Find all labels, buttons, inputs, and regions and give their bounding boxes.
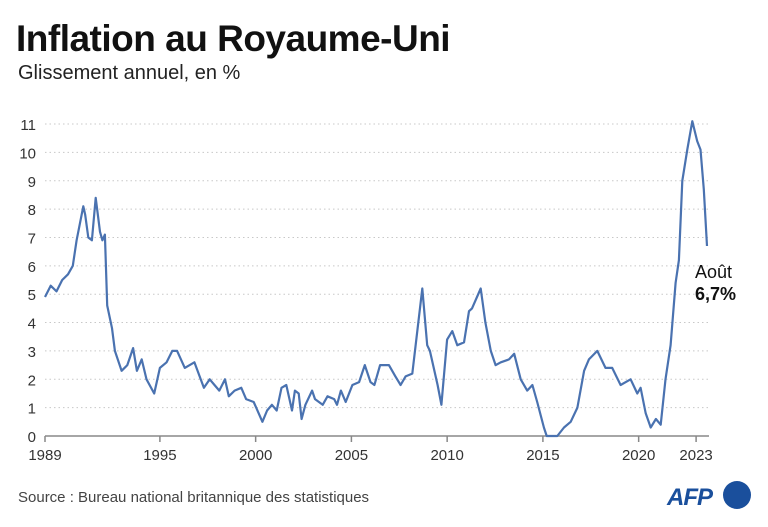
x-tick-label: 2010 [430,447,463,464]
annotation: Août 6,7% [695,262,736,304]
x-tick-label: 2000 [239,447,272,464]
y-tick-label: 6 [28,259,36,276]
afp-logo: AFP [666,481,751,511]
y-tick-label: 5 [28,287,36,304]
annotation-label: Août [695,262,732,282]
source-note: Source : Bureau national britannique des… [18,489,370,506]
y-tick-label: 7 [28,230,36,247]
y-tick-label: 3 [28,344,36,361]
series-line [44,120,709,438]
y-tick-label: 0 [28,429,36,446]
y-tick-label: 8 [28,202,36,219]
y-axis: 0 1 2 3 4 5 6 7 8 9 10 11 [19,117,36,446]
x-axis: 1989 1995 2000 2005 2010 2015 2020 2023 [28,435,713,464]
y-tick-label: 2 [28,372,36,389]
y-tick-label: 9 [28,174,36,191]
x-tick-label: 2015 [526,447,559,464]
x-tick-label: 2020 [622,447,655,464]
x-tick-label: 1989 [28,447,61,464]
svg-text:AFP: AFP [666,484,714,511]
x-tick-label: 2005 [335,447,368,464]
x-tick-label: 1995 [143,447,176,464]
x-tick-label: 2023 [679,447,712,464]
y-tick-label: 4 [28,316,36,333]
gridlines [45,123,709,409]
y-tick-label: 11 [20,117,36,134]
y-tick-label: 10 [19,145,36,162]
chart-subtitle: Glissement annuel, en % [18,62,241,84]
y-tick-label: 1 [28,401,36,418]
annotation-value: 6,7% [695,284,736,304]
chart-title: Inflation au Royaume-Uni [16,18,451,59]
